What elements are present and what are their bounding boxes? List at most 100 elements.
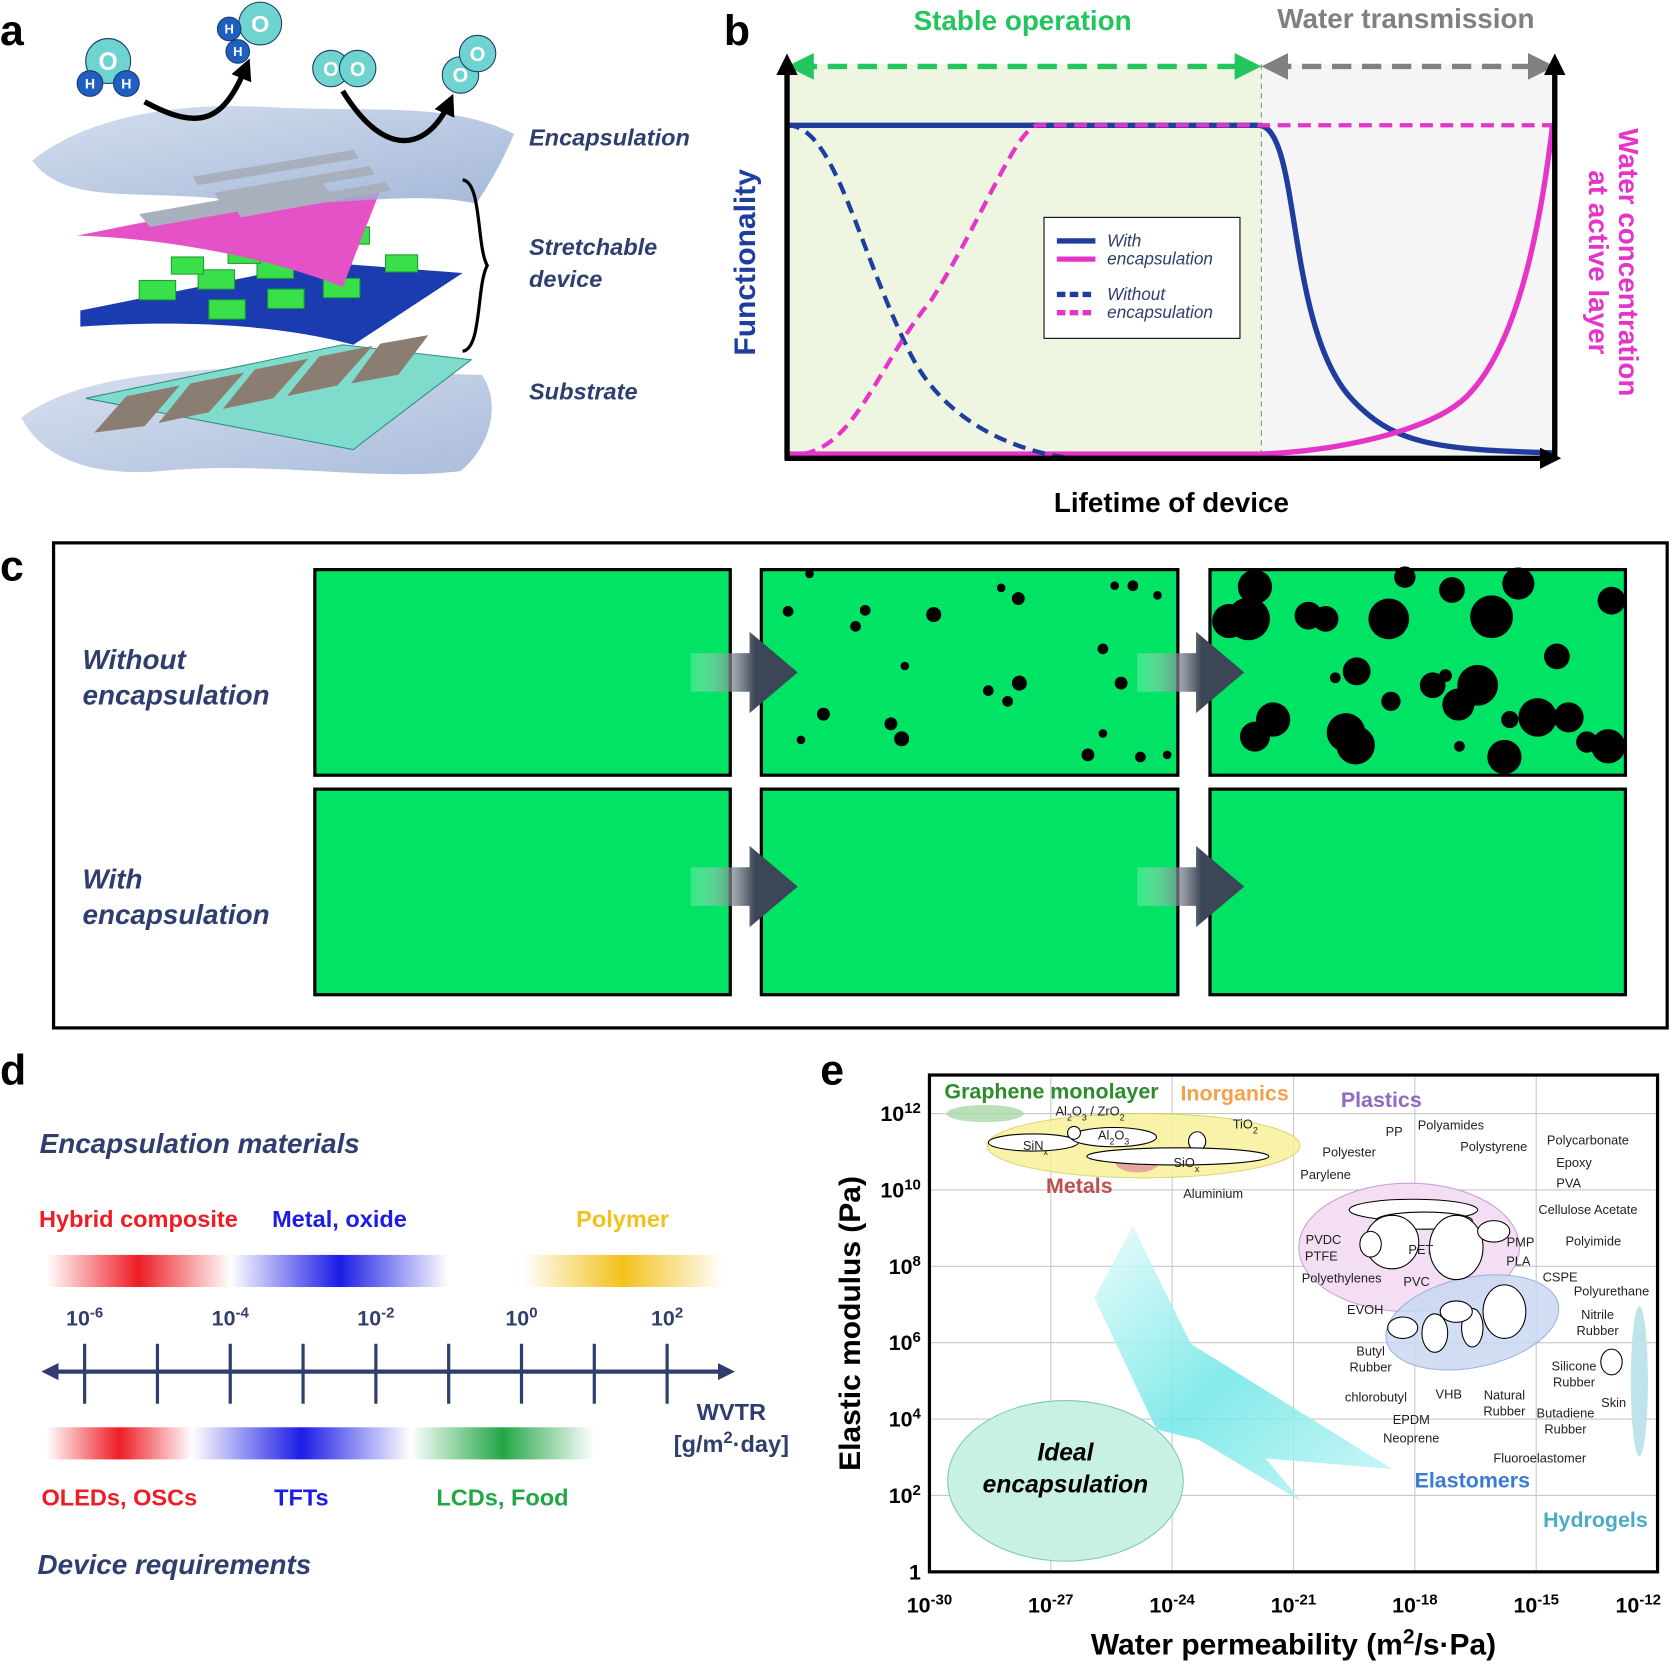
- x-tick-label: 10-30: [907, 1591, 952, 1618]
- material-label: chlorobutyl: [1345, 1390, 1407, 1405]
- atom-label: O: [323, 59, 339, 81]
- spot: [805, 569, 814, 579]
- range-bar: [46, 1254, 231, 1288]
- spot: [1002, 695, 1013, 707]
- legend-label: encapsulation: [1107, 248, 1213, 268]
- spot: [1011, 675, 1027, 691]
- range-bar: [521, 1254, 724, 1288]
- spot: [1553, 702, 1584, 733]
- group-label: Inorganics: [1180, 1082, 1288, 1106]
- atom: [225, 39, 251, 64]
- material-label: Natural: [1484, 1387, 1525, 1402]
- material-label-part: Natural: [1484, 1387, 1525, 1402]
- material-label: SiOx: [1173, 1155, 1199, 1174]
- spot: [850, 621, 861, 632]
- material-label: Rubber: [1483, 1404, 1526, 1419]
- material-label: Parylene: [1300, 1167, 1351, 1182]
- material-label-part: Aluminium: [1183, 1186, 1243, 1201]
- spot: [1394, 566, 1416, 588]
- spot: [1439, 669, 1452, 683]
- material-label: Silicone: [1552, 1359, 1597, 1374]
- material-label-part: Polycarbonate: [1547, 1133, 1629, 1148]
- material-label-part: PVA: [1556, 1175, 1581, 1190]
- y2-axis-label: at active layer: [1583, 170, 1614, 354]
- axis-unit-part: 2: [723, 1429, 732, 1447]
- material-label: Polyamides: [1418, 1118, 1484, 1133]
- row-label: Without: [82, 644, 187, 675]
- y-tick-label: 1010: [880, 1176, 920, 1203]
- atom: [113, 70, 140, 97]
- tick-base: 10: [889, 1484, 913, 1508]
- brace: [462, 178, 490, 353]
- material-label: Aluminium: [1183, 1186, 1243, 1201]
- material-label-part: Al: [1055, 1104, 1066, 1119]
- tick-exp: 0: [529, 1304, 537, 1321]
- spot: [1501, 710, 1519, 729]
- material-label-part: Nitrile: [1581, 1307, 1614, 1322]
- spot: [1127, 580, 1139, 592]
- x-axis-label: Lifetime of device: [1054, 487, 1289, 518]
- material-label: Neoprene: [1383, 1430, 1439, 1445]
- spot: [926, 607, 942, 623]
- group-label: Plastics: [1341, 1088, 1422, 1112]
- arrow-oxygen: [340, 89, 455, 144]
- material-label: Al2O3: [1098, 1127, 1129, 1146]
- material-label-part: 2: [1253, 1126, 1258, 1136]
- axis-unit-part: ·day]: [733, 1431, 789, 1457]
- material-label: EPDM: [1393, 1412, 1430, 1427]
- hydrogels-region: [1630, 1306, 1648, 1457]
- material-label-part: PTFE: [1305, 1248, 1338, 1263]
- group-label: Graphene monolayer: [944, 1080, 1158, 1104]
- spot: [1381, 691, 1401, 711]
- material-label-part: 3: [1124, 1136, 1129, 1146]
- tick-base: 10: [1028, 1594, 1052, 1618]
- range-bar: [46, 1427, 193, 1460]
- material-label-part: Epoxy: [1556, 1155, 1592, 1170]
- legend-box: [1043, 216, 1241, 339]
- x-tick-label: 10-15: [1513, 1591, 1558, 1618]
- legend-label: Without: [1107, 284, 1166, 304]
- atom-label: O: [350, 59, 366, 81]
- tick-base: 10: [66, 1307, 90, 1331]
- material-label: Rubber: [1350, 1360, 1393, 1375]
- atom-label: O: [251, 11, 269, 37]
- improvement-arrow: [1094, 1225, 1393, 1502]
- material-label: Polycarbonate: [1547, 1133, 1629, 1148]
- material-label-part: Butadiene: [1537, 1406, 1595, 1421]
- material-label-part: 2: [1120, 1113, 1125, 1123]
- material-label: TiO2: [1233, 1117, 1258, 1136]
- y-tick-label: 102: [889, 1481, 921, 1508]
- top-electrodes: [139, 149, 391, 227]
- functionality-with: [787, 122, 1555, 456]
- panel-letter: a: [0, 7, 25, 55]
- section-title: Encapsulation materials: [40, 1128, 360, 1159]
- group-label: encapsulation: [983, 1472, 1148, 1499]
- range-label: LCDs, Food: [436, 1484, 568, 1510]
- material-label: SiNx: [1023, 1138, 1049, 1157]
- tick-base: 10: [889, 1331, 913, 1355]
- spot: [1342, 657, 1371, 686]
- water-without: [802, 123, 1555, 457]
- material-blobs: [987, 1125, 1623, 1376]
- material-label-part: EVOH: [1347, 1302, 1383, 1317]
- spot: [894, 731, 910, 747]
- material-label-part: 3: [1082, 1113, 1087, 1123]
- layer-label: Encapsulation: [529, 125, 690, 151]
- tick-exp: -12: [1639, 1591, 1661, 1608]
- material-label-part: Polyurethane: [1574, 1284, 1650, 1299]
- spot: [1162, 750, 1172, 760]
- y-tick-label: 106: [889, 1329, 921, 1356]
- spot: [1518, 698, 1557, 737]
- tick-base: 10: [1149, 1594, 1173, 1618]
- spot: [884, 717, 898, 731]
- range-label: Hybrid composite: [39, 1206, 238, 1232]
- transmission-region: [1261, 64, 1555, 459]
- group-label: Ideal: [1037, 1439, 1094, 1466]
- material-label-part: Polyethylenes: [1302, 1271, 1382, 1286]
- range-label: TFTs: [274, 1484, 329, 1510]
- material-label-part: chlorobutyl: [1345, 1390, 1407, 1405]
- spot: [1135, 751, 1146, 763]
- material-label: PVA: [1556, 1175, 1581, 1190]
